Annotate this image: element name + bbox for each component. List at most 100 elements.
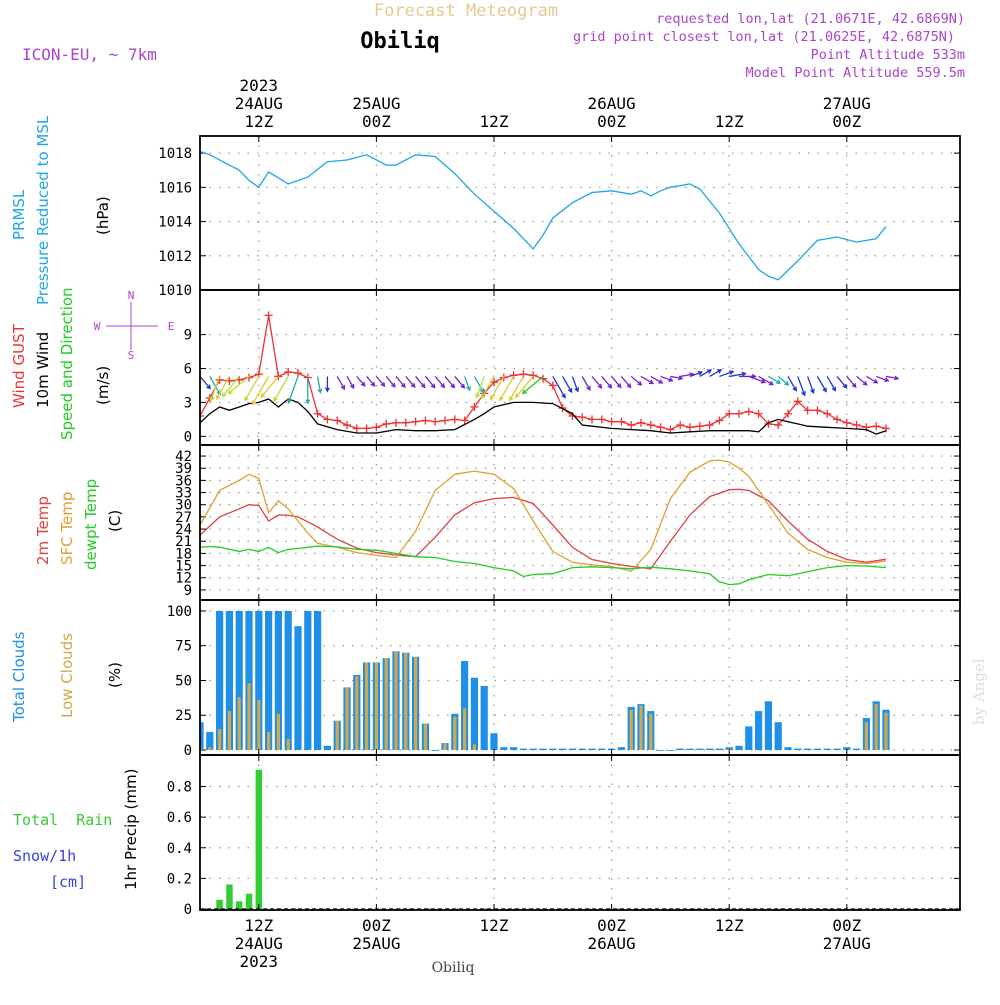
- wind-arrow: [346, 376, 355, 390]
- bottom-time-label: 00Z: [362, 916, 391, 935]
- gust-marker: [842, 418, 851, 427]
- total-cloud-bar: [598, 748, 606, 750]
- wind-arrow: [816, 376, 827, 393]
- low-cloud-bar: [355, 676, 359, 750]
- total-cloud-bar: [578, 748, 586, 750]
- series-sfc: [200, 459, 887, 573]
- low-cloud-bar: [874, 704, 878, 750]
- low-cloud-bar: [276, 713, 280, 750]
- low-cloud-bar: [472, 744, 476, 750]
- wind-arrow: [806, 376, 815, 394]
- compass-west: W: [94, 320, 101, 333]
- wind-arrow: [215, 376, 230, 400]
- total-cloud-bar: [274, 611, 282, 750]
- rain-bar: [235, 901, 243, 909]
- top-time-label: 12Z: [480, 112, 509, 131]
- total-cloud-bar: [745, 726, 753, 750]
- wind-arrow: [660, 375, 674, 382]
- total-cloud-bar: [539, 748, 547, 750]
- top-time-label: 12Z: [715, 112, 744, 131]
- total-cloud-bar: [568, 748, 576, 750]
- bottom-time-label: 25AUG: [352, 934, 400, 953]
- wind-arrow: [463, 376, 471, 392]
- gust-marker: [470, 402, 479, 411]
- wind-arrow: [273, 376, 289, 403]
- gust-marker: [686, 423, 694, 432]
- low-cloud-bar: [365, 662, 369, 750]
- pressure-label-2: Pressure Reduced to MSL: [34, 115, 52, 305]
- gust-marker: [167, 417, 175, 425]
- pressure-content: [200, 150, 887, 281]
- top-time-label: 27AUG: [823, 94, 871, 113]
- gust-marker: [529, 371, 538, 380]
- temperature-ytick-label: 24: [175, 522, 192, 538]
- total-cloud-bar: [323, 745, 331, 750]
- gust-marker: [852, 421, 861, 430]
- top-time-label: 00Z: [832, 112, 861, 131]
- precipitation-ytick-label: 0.2: [167, 871, 192, 887]
- total-cloud-bar: [774, 722, 782, 750]
- low-cloud-bar: [267, 731, 271, 750]
- model-label: ICON-EU, ~ 7km: [22, 45, 157, 64]
- pressure-ytick-label: 1016: [158, 180, 192, 196]
- clouds-ytick-label: 25: [175, 708, 192, 724]
- temperature-ytick-label: 15: [175, 559, 192, 575]
- wind-arrow: [591, 376, 603, 389]
- wind-arrow: [611, 376, 622, 389]
- dew-label: dewpt Temp: [82, 479, 100, 570]
- series-t2m: [200, 488, 887, 570]
- wind-arrow: [601, 376, 613, 389]
- wind-arrow: [866, 375, 879, 384]
- wind-arrow: [689, 370, 704, 378]
- wind-arrow: [305, 376, 311, 405]
- bottom-time-label: 12Z: [244, 916, 273, 935]
- bottom-time-label: 12Z: [715, 916, 744, 935]
- wind-ytick-label: 3: [184, 395, 192, 411]
- temperature-ytick-label: 12: [175, 571, 192, 587]
- total-cloud-bar: [833, 748, 841, 750]
- total-cloud-bar: [200, 722, 204, 750]
- low-cloud-bar: [443, 743, 447, 750]
- pressure-frame: [199, 135, 961, 291]
- model-altitude: Model Point Altitude 559.5m: [746, 65, 965, 81]
- temperature-content: [200, 459, 887, 586]
- wind-arrow: [171, 376, 181, 386]
- gust-marker: [744, 407, 753, 416]
- wind-arrow: [499, 376, 515, 402]
- gust-marker: [294, 369, 302, 378]
- cloud-unit: (%): [106, 662, 124, 688]
- chart-title: Forecast Meteogram: [374, 1, 558, 21]
- precip-unit: 1hr Precip (mm): [122, 769, 140, 890]
- gust-marker: [813, 406, 822, 415]
- low-cloud-bar: [169, 683, 172, 750]
- total-cloud-bar: [490, 733, 498, 750]
- wind-arrow: [856, 375, 868, 386]
- pressure-unit: (hPa): [94, 196, 112, 235]
- gust-marker: [617, 417, 626, 426]
- requested-coords: requested lon,lat (21.0671E, 42.6869N): [656, 11, 965, 27]
- wind-arrow: [521, 375, 544, 395]
- wind-ytick-label: 6: [184, 362, 192, 378]
- gust-marker: [588, 415, 596, 424]
- wind-arrow: [581, 376, 591, 391]
- bottom-time-label: 12Z: [480, 916, 509, 935]
- total-cloud-bar: [676, 748, 684, 750]
- gust-marker: [754, 409, 763, 418]
- temperature-ytick-label: 30: [175, 498, 192, 514]
- total-cloud-bar: [265, 611, 273, 750]
- precipitation-ytick-label: 0: [184, 902, 192, 918]
- wind-arrow: [826, 376, 837, 392]
- wind-arrow: [454, 376, 466, 389]
- total-cloud-bar: [294, 626, 302, 750]
- wind-arrow: [489, 376, 505, 401]
- pressure-ytick-label: 1012: [158, 249, 192, 265]
- precipitation-grid: [200, 755, 960, 910]
- low-cloud-bar: [414, 656, 418, 750]
- wind-arrow: [316, 376, 323, 394]
- wind-arrow: [709, 369, 723, 377]
- temperature-ytick-label: 33: [175, 486, 192, 502]
- total-cloud-bar: [157, 675, 164, 750]
- snow-label: Snow/1h: [13, 847, 76, 865]
- wind-grid: [200, 290, 960, 445]
